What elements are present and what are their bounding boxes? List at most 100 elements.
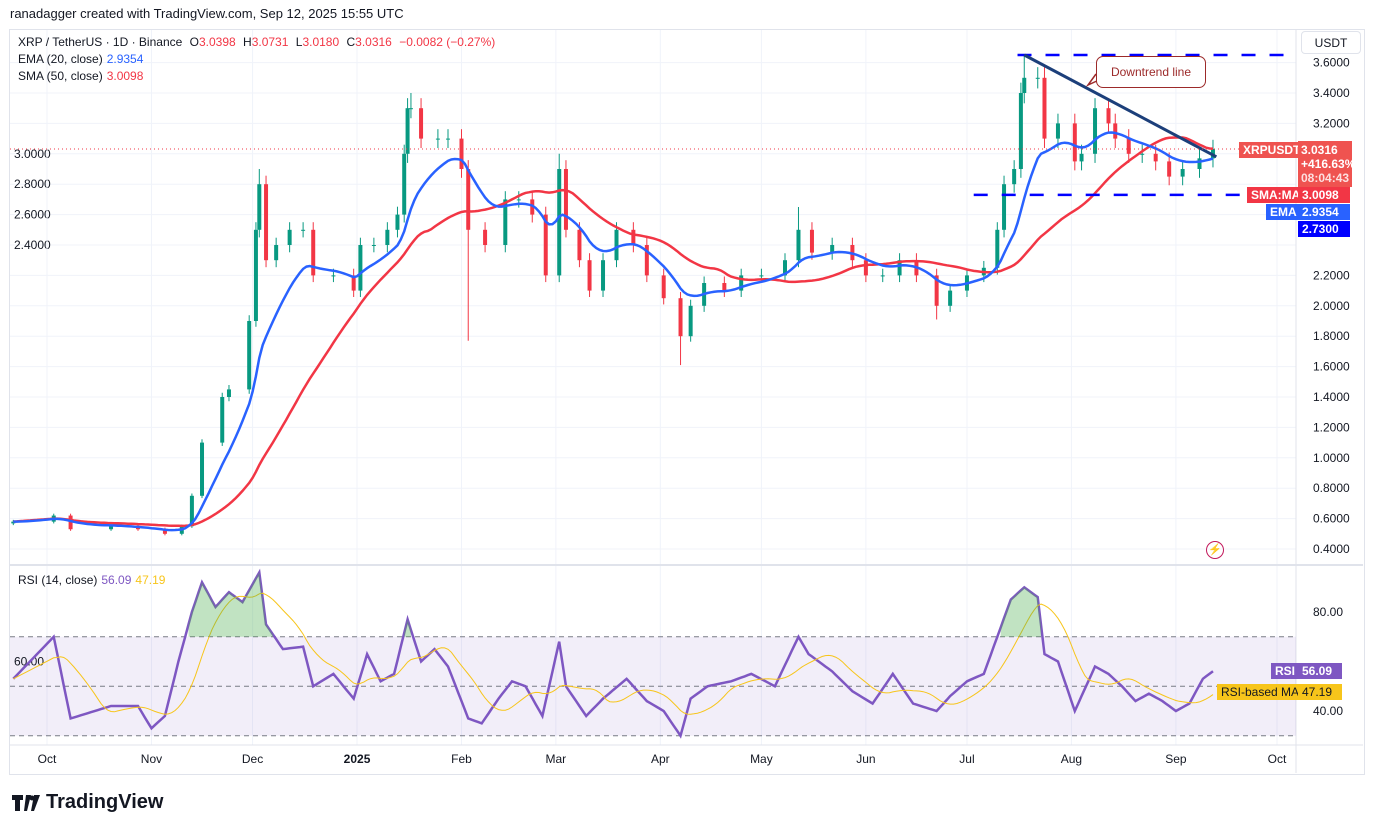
sma-price-tag: 3.0098	[1298, 187, 1350, 203]
price-tick-label: 1.2000	[1313, 420, 1350, 434]
candle-body	[809, 229, 814, 253]
candle-body	[162, 529, 167, 534]
price-change-percent: +416.63%	[1301, 157, 1356, 171]
candle-body	[739, 275, 744, 291]
price-tick-label: 3.2000	[1313, 116, 1350, 130]
price-tick-label: 1.8000	[1313, 329, 1350, 343]
candle-body	[678, 298, 683, 337]
time-tick-label: Sep	[1165, 752, 1187, 766]
symbol-price-tag: XRPUSDT	[1239, 142, 1305, 158]
rsi-ma-line	[13, 592, 1214, 715]
time-tick-label: Oct	[1268, 752, 1287, 766]
rsi-ma-name-tag: RSI-based MA	[1217, 684, 1304, 700]
candle-body	[331, 275, 336, 277]
price-tick-label: 3.6000	[1313, 56, 1350, 70]
candle-body	[577, 229, 582, 261]
candle-body	[405, 108, 410, 154]
time-tick-label: 2025	[344, 752, 371, 766]
low-value: 3.0180	[302, 35, 340, 49]
rsi-label: RSI (14, close)	[18, 573, 98, 587]
candle-body	[1153, 153, 1158, 162]
candle-body	[220, 397, 225, 443]
currency-button[interactable]: USDT	[1301, 31, 1361, 54]
candle-body	[253, 229, 258, 321]
candle-body	[385, 229, 390, 245]
time-tick-label: Nov	[141, 752, 162, 766]
rsi-ma-value-tag: 47.19	[1298, 684, 1342, 700]
candle-body	[796, 229, 801, 261]
candle-body	[1140, 153, 1145, 155]
ema-label: EMA (20, close)	[18, 52, 103, 66]
price-tick-label: 2.8000	[14, 177, 51, 191]
price-tick-label: 0.8000	[1313, 481, 1350, 495]
candle-body	[371, 245, 376, 246]
candle-body	[301, 229, 306, 231]
tradingview-logo[interactable]: TradingView	[12, 791, 163, 814]
symbol-name[interactable]: XRP / TetherUS · 1D · Binance	[18, 35, 183, 49]
candle-body	[897, 260, 902, 276]
candle-body	[1180, 169, 1185, 177]
last-price-tag: 3.0316 +416.63% 08:04:43	[1298, 141, 1356, 187]
sma-value: 3.0098	[106, 69, 144, 83]
candle-body	[459, 138, 464, 169]
candle-body	[189, 495, 194, 527]
open-value: 3.0398	[198, 35, 236, 49]
candle-body	[543, 214, 548, 276]
candle-body	[601, 260, 606, 291]
downtrend-annotation[interactable]: Downtrend line	[1096, 56, 1206, 88]
candle-body	[516, 199, 521, 201]
time-tick-label: May	[750, 752, 773, 766]
price-tick-label: 2.6000	[14, 208, 51, 222]
candle-body	[722, 283, 727, 291]
price-tick-label: 1.0000	[1313, 451, 1350, 465]
candle-body	[109, 526, 114, 530]
candle-body	[1126, 138, 1131, 154]
close-value: 3.0316	[355, 35, 392, 49]
candle-body	[395, 214, 400, 230]
rsi-name-tag: RSI	[1271, 663, 1300, 679]
candle-body	[1012, 169, 1017, 185]
candle-body	[1022, 77, 1027, 93]
time-tick-label: Aug	[1061, 752, 1082, 766]
candle-body	[688, 305, 693, 337]
candle-body	[287, 229, 292, 245]
sma-line	[13, 136, 1214, 528]
price-tick-label: 2.2000	[1313, 268, 1350, 282]
low-label: L	[295, 35, 303, 49]
candle-body	[661, 275, 666, 299]
time-tick-label: Oct	[38, 752, 57, 766]
candle-body	[402, 153, 407, 215]
candle-body	[503, 199, 508, 245]
candle-body	[783, 260, 787, 276]
ema-value: 2.9354	[106, 52, 144, 66]
candle-body	[408, 108, 413, 110]
time-tick-label: Apr	[651, 752, 670, 766]
sma-legend[interactable]: SMA (50, close) 3.0098	[18, 69, 147, 83]
candle-body	[446, 138, 451, 140]
candle-body	[644, 245, 649, 276]
candle-body	[830, 245, 835, 253]
high-value: 3.0731	[251, 35, 289, 49]
candle-body	[948, 290, 953, 306]
candle-body	[614, 229, 619, 261]
ema-legend[interactable]: EMA (20, close) 2.9354	[18, 52, 147, 66]
downtrend-line	[1023, 53, 1218, 159]
price-tick-label: 3.4000	[1313, 86, 1350, 100]
candle-body	[1018, 93, 1023, 169]
candle-body	[274, 245, 279, 261]
time-tick-label: Jun	[856, 752, 875, 766]
rsi-line	[12, 568, 1214, 739]
candle-body	[1106, 108, 1111, 124]
bar-countdown: 08:04:43	[1301, 171, 1350, 185]
candle-body	[419, 108, 424, 139]
candle-body	[351, 275, 356, 291]
close-label: C	[346, 35, 356, 49]
flash-icon[interactable]: ⚡	[1206, 541, 1224, 559]
support-level-tag: 2.7300	[1298, 221, 1350, 237]
ema-line	[13, 131, 1214, 532]
time-tick-label: Mar	[546, 752, 567, 766]
candle-body	[1055, 123, 1060, 139]
rsi-legend[interactable]: RSI (14, close) 56.09 47.19	[18, 573, 169, 587]
change-value: −0.0082 (−0.27%)	[399, 35, 496, 49]
